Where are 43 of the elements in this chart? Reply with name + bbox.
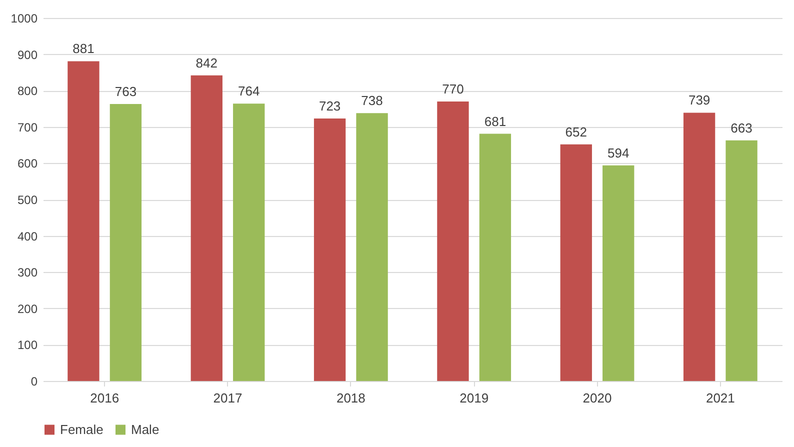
data-label: 763	[114, 84, 137, 100]
y-tick-label: 1000	[10, 12, 38, 26]
bar	[233, 104, 265, 381]
data-label: 770	[442, 81, 464, 96]
bar	[110, 104, 142, 381]
data-label: 723	[318, 98, 341, 114]
x-tick-label: 2018	[336, 390, 366, 406]
x-tick-label: 2019	[460, 390, 489, 406]
data-label: 764	[238, 84, 260, 99]
bar	[356, 113, 388, 381]
data-label: 663	[730, 120, 752, 136]
y-tick-label: 400	[17, 229, 38, 244]
data-label: 881	[72, 41, 94, 56]
y-tick-label: 100	[17, 338, 38, 352]
bar	[314, 118, 346, 381]
bar	[190, 75, 222, 381]
x-tick-label: 2020	[582, 390, 612, 406]
y-tick-label: 200	[17, 302, 38, 316]
y-tick-label: 300	[17, 266, 38, 280]
x-tick-label: 2016	[90, 390, 120, 406]
bar	[68, 61, 100, 381]
bar	[683, 112, 716, 381]
bar	[560, 144, 592, 381]
data-label: 652	[565, 124, 587, 140]
y-tick-label: 500	[17, 193, 38, 207]
legend-label: Male	[131, 422, 160, 437]
x-tick-label: 2021	[706, 390, 735, 406]
y-tick-label: 600	[17, 156, 38, 171]
data-label: 738	[361, 93, 383, 108]
legend-label: Female	[60, 422, 104, 437]
y-tick-label: 700	[17, 120, 38, 134]
data-label: 594	[608, 145, 630, 160]
bar	[726, 140, 758, 381]
bar	[437, 101, 469, 381]
data-label: 842	[196, 55, 218, 70]
data-label: 739	[688, 92, 710, 108]
bar	[479, 134, 512, 381]
x-tick-label: 2017	[213, 390, 242, 406]
y-tick-label: 800	[17, 84, 38, 98]
y-tick-label: 0	[30, 374, 38, 388]
data-label: 681	[484, 114, 506, 129]
y-tick-label: 900	[17, 48, 38, 62]
bar	[602, 165, 634, 381]
